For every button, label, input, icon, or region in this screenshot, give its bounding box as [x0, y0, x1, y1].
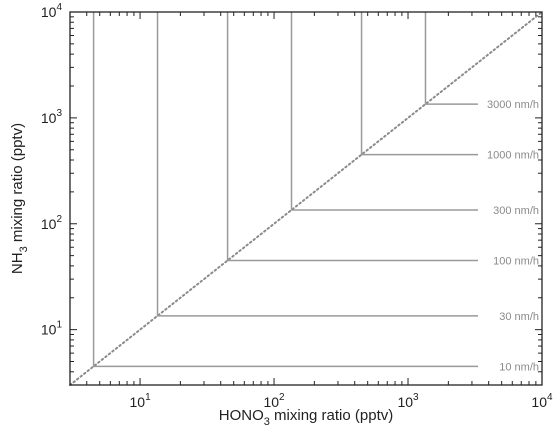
contour-label-6: 3000 nm/h [487, 99, 539, 111]
x-tick-label-4: 104 [531, 392, 553, 410]
contour-label-2: 30 nm/h [499, 311, 539, 323]
contour-line-5 [360, 12, 478, 156]
y-tick-label-2: 102 [41, 214, 63, 232]
x-tick-label-2: 102 [263, 392, 285, 410]
contour-label-1: 10 nm/h [499, 361, 539, 373]
contour-line-3 [226, 12, 478, 262]
y-axis-label: NH3 mixing ratio (pptv) [9, 123, 30, 274]
x-tick-label-3: 103 [397, 392, 419, 410]
plot-frame [69, 11, 543, 386]
contour-line-6 [424, 12, 478, 105]
y-tick-label-4: 104 [41, 2, 63, 20]
y-tick-label-1: 101 [41, 320, 63, 338]
x-tick-label-1: 101 [129, 392, 151, 410]
contour-line-2 [156, 12, 478, 317]
axis-ticks: 101 102 103 104 101 102 103 104 [41, 2, 553, 410]
contour-line-1 [92, 12, 478, 368]
plot-area: 10 nm/h 30 nm/h 100 nm/h 300 nm/h 1000 nm/h 3… [69, 11, 543, 386]
x-axis-label: HONO3 mixing ratio (pptv) [219, 407, 394, 428]
y-tick-label-3: 103 [41, 108, 63, 126]
diagonal-line [69, 11, 543, 386]
contour-label-4: 300 nm/h [493, 205, 539, 217]
contour-line-4 [290, 12, 478, 211]
contour-label-5: 1000 nm/h [487, 150, 539, 162]
contour-label-3: 100 nm/h [493, 255, 539, 267]
